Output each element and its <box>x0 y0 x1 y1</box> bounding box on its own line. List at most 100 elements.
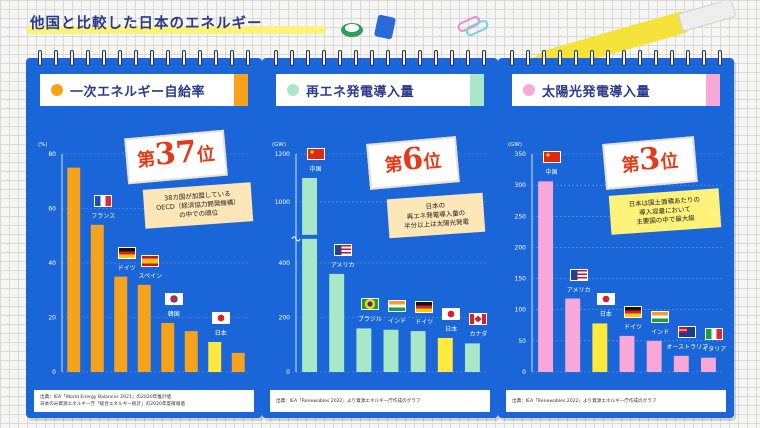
flag-icon <box>624 305 642 318</box>
flag-icon <box>141 254 160 267</box>
binder-ring <box>246 50 250 66</box>
bar <box>538 181 554 372</box>
y-tick-label: 40 <box>48 260 56 267</box>
card-header-icon <box>284 81 302 99</box>
y-axis-label: (GW) <box>508 142 522 148</box>
y-tick-label: 0 <box>52 369 56 376</box>
flag-icon <box>94 194 113 207</box>
flag-icon <box>333 243 352 256</box>
y-tick-label: 20 <box>48 315 56 322</box>
source-line: 出典：IEA「Renewables 2022」より資源エネルギー庁作成のグラフ <box>276 398 421 404</box>
binder-ring <box>166 50 170 66</box>
category-label: 日本 <box>445 325 458 333</box>
binder-ring <box>230 50 234 66</box>
binder-ring <box>70 50 74 66</box>
category-label: 中国 <box>545 169 558 177</box>
title-highlight <box>26 26 326 34</box>
binder-ring <box>306 50 310 66</box>
flag-icon <box>388 299 406 312</box>
y-tick-label: 80 <box>48 151 56 158</box>
bar <box>161 322 175 372</box>
binder-ring <box>370 50 374 66</box>
y-tick-label: 1000 <box>275 199 290 206</box>
y-tick-label: 250 <box>515 213 527 220</box>
bar <box>673 355 689 372</box>
eco-deco-icon <box>341 14 396 40</box>
bar <box>67 167 81 372</box>
rank-suffix: 位 <box>422 150 443 174</box>
card-heading: 太陽光発電導入量 <box>542 84 651 100</box>
category-label: 日本 <box>214 330 227 338</box>
binder-ring <box>702 50 706 66</box>
card-header-icon <box>520 81 538 99</box>
rank-number: 6 <box>400 141 425 178</box>
renewable-generation-card: 再エネ発電導入量 (GW) 0 200 400 1000 1200 中国 アメリカ ブラジル インド… <box>262 50 498 418</box>
y-tick-label: 400 <box>279 260 291 267</box>
source-line: 出典：IEA「World Energy Balances 2021」の2020年… <box>40 395 172 400</box>
bar <box>592 323 608 372</box>
binder-ring <box>214 50 218 66</box>
flag-icon <box>678 325 697 338</box>
paperclip-icon <box>457 16 489 36</box>
binder-ring <box>54 50 58 66</box>
binder-rings <box>510 50 722 66</box>
bar <box>410 331 426 372</box>
binder-ring <box>118 50 122 66</box>
category-label: イタリア <box>702 345 727 353</box>
source-line: 出典：IEA「Renewables 2022」より資源エネルギー庁作成のグラフ <box>512 398 657 404</box>
rank-note: 38カ国が加盟している OECD（経済協力開発機構） の中での順位 <box>142 182 254 229</box>
category-label: ドイツ <box>415 319 434 327</box>
y-tick-label: 60 <box>48 206 56 213</box>
binder-ring <box>150 50 154 66</box>
bar <box>208 342 222 372</box>
bar <box>700 357 716 372</box>
bar <box>383 329 399 372</box>
flag-icon <box>164 292 183 305</box>
binder-ring <box>606 50 610 66</box>
rank-badge: 第 37 位 <box>124 129 228 185</box>
binder-rings <box>38 50 250 66</box>
y-tick-label: 0 <box>286 369 290 376</box>
bar <box>619 335 635 372</box>
card-header: 一次エネルギー自給率 <box>40 74 248 106</box>
category-label: 中国 <box>309 165 322 173</box>
card-header: 再エネ発電導入量 <box>276 74 484 106</box>
chart-plot: (GW) 0 50 100 150 200 250 300 350 <box>508 142 722 376</box>
category-label: フランス <box>91 212 116 220</box>
bar <box>646 340 662 372</box>
bar <box>565 298 581 372</box>
rank-number: 3 <box>637 141 662 178</box>
bar <box>184 331 198 372</box>
binder-ring <box>622 50 626 66</box>
binder-ring <box>558 50 562 66</box>
flag-icon <box>542 151 561 164</box>
flag-icon <box>469 313 488 326</box>
bar <box>464 343 480 372</box>
flag-icon <box>596 293 615 306</box>
binder-ring <box>526 50 530 66</box>
flag-icon <box>117 246 136 259</box>
rank-prefix: 第 <box>383 153 404 177</box>
source-note: 出典：IEA「World Energy Balances 2021」の2020年… <box>34 390 254 412</box>
chart-plot: (%) 0 20 40 60 80 <box>38 142 250 376</box>
rank-number: 37 <box>153 134 199 173</box>
category-label: 日本 <box>599 311 612 319</box>
category-label: 韓国 <box>167 310 180 318</box>
rank-note: 日本の 再エネ発電導入量の 半分以上は太陽光発電 <box>386 192 486 239</box>
source-note: 出典：IEA「Renewables 2022」より資源エネルギー庁作成のグラフ <box>506 390 726 412</box>
y-axis-label: (%) <box>38 142 48 148</box>
bar <box>114 276 128 372</box>
binder-ring <box>542 50 546 66</box>
binder-ring <box>38 50 42 66</box>
y-tick-label: 200 <box>515 244 527 251</box>
y-tick-label: 50 <box>518 338 526 345</box>
category-label: インド <box>651 328 670 336</box>
binder-ring <box>466 50 470 66</box>
binder-ring <box>418 50 422 66</box>
flag-icon <box>705 327 724 340</box>
binder-ring <box>274 50 278 66</box>
y-tick-label: 1200 <box>275 151 290 158</box>
binder-ring <box>590 50 594 66</box>
binder-ring <box>686 50 690 66</box>
rank-suffix: 位 <box>195 143 216 167</box>
